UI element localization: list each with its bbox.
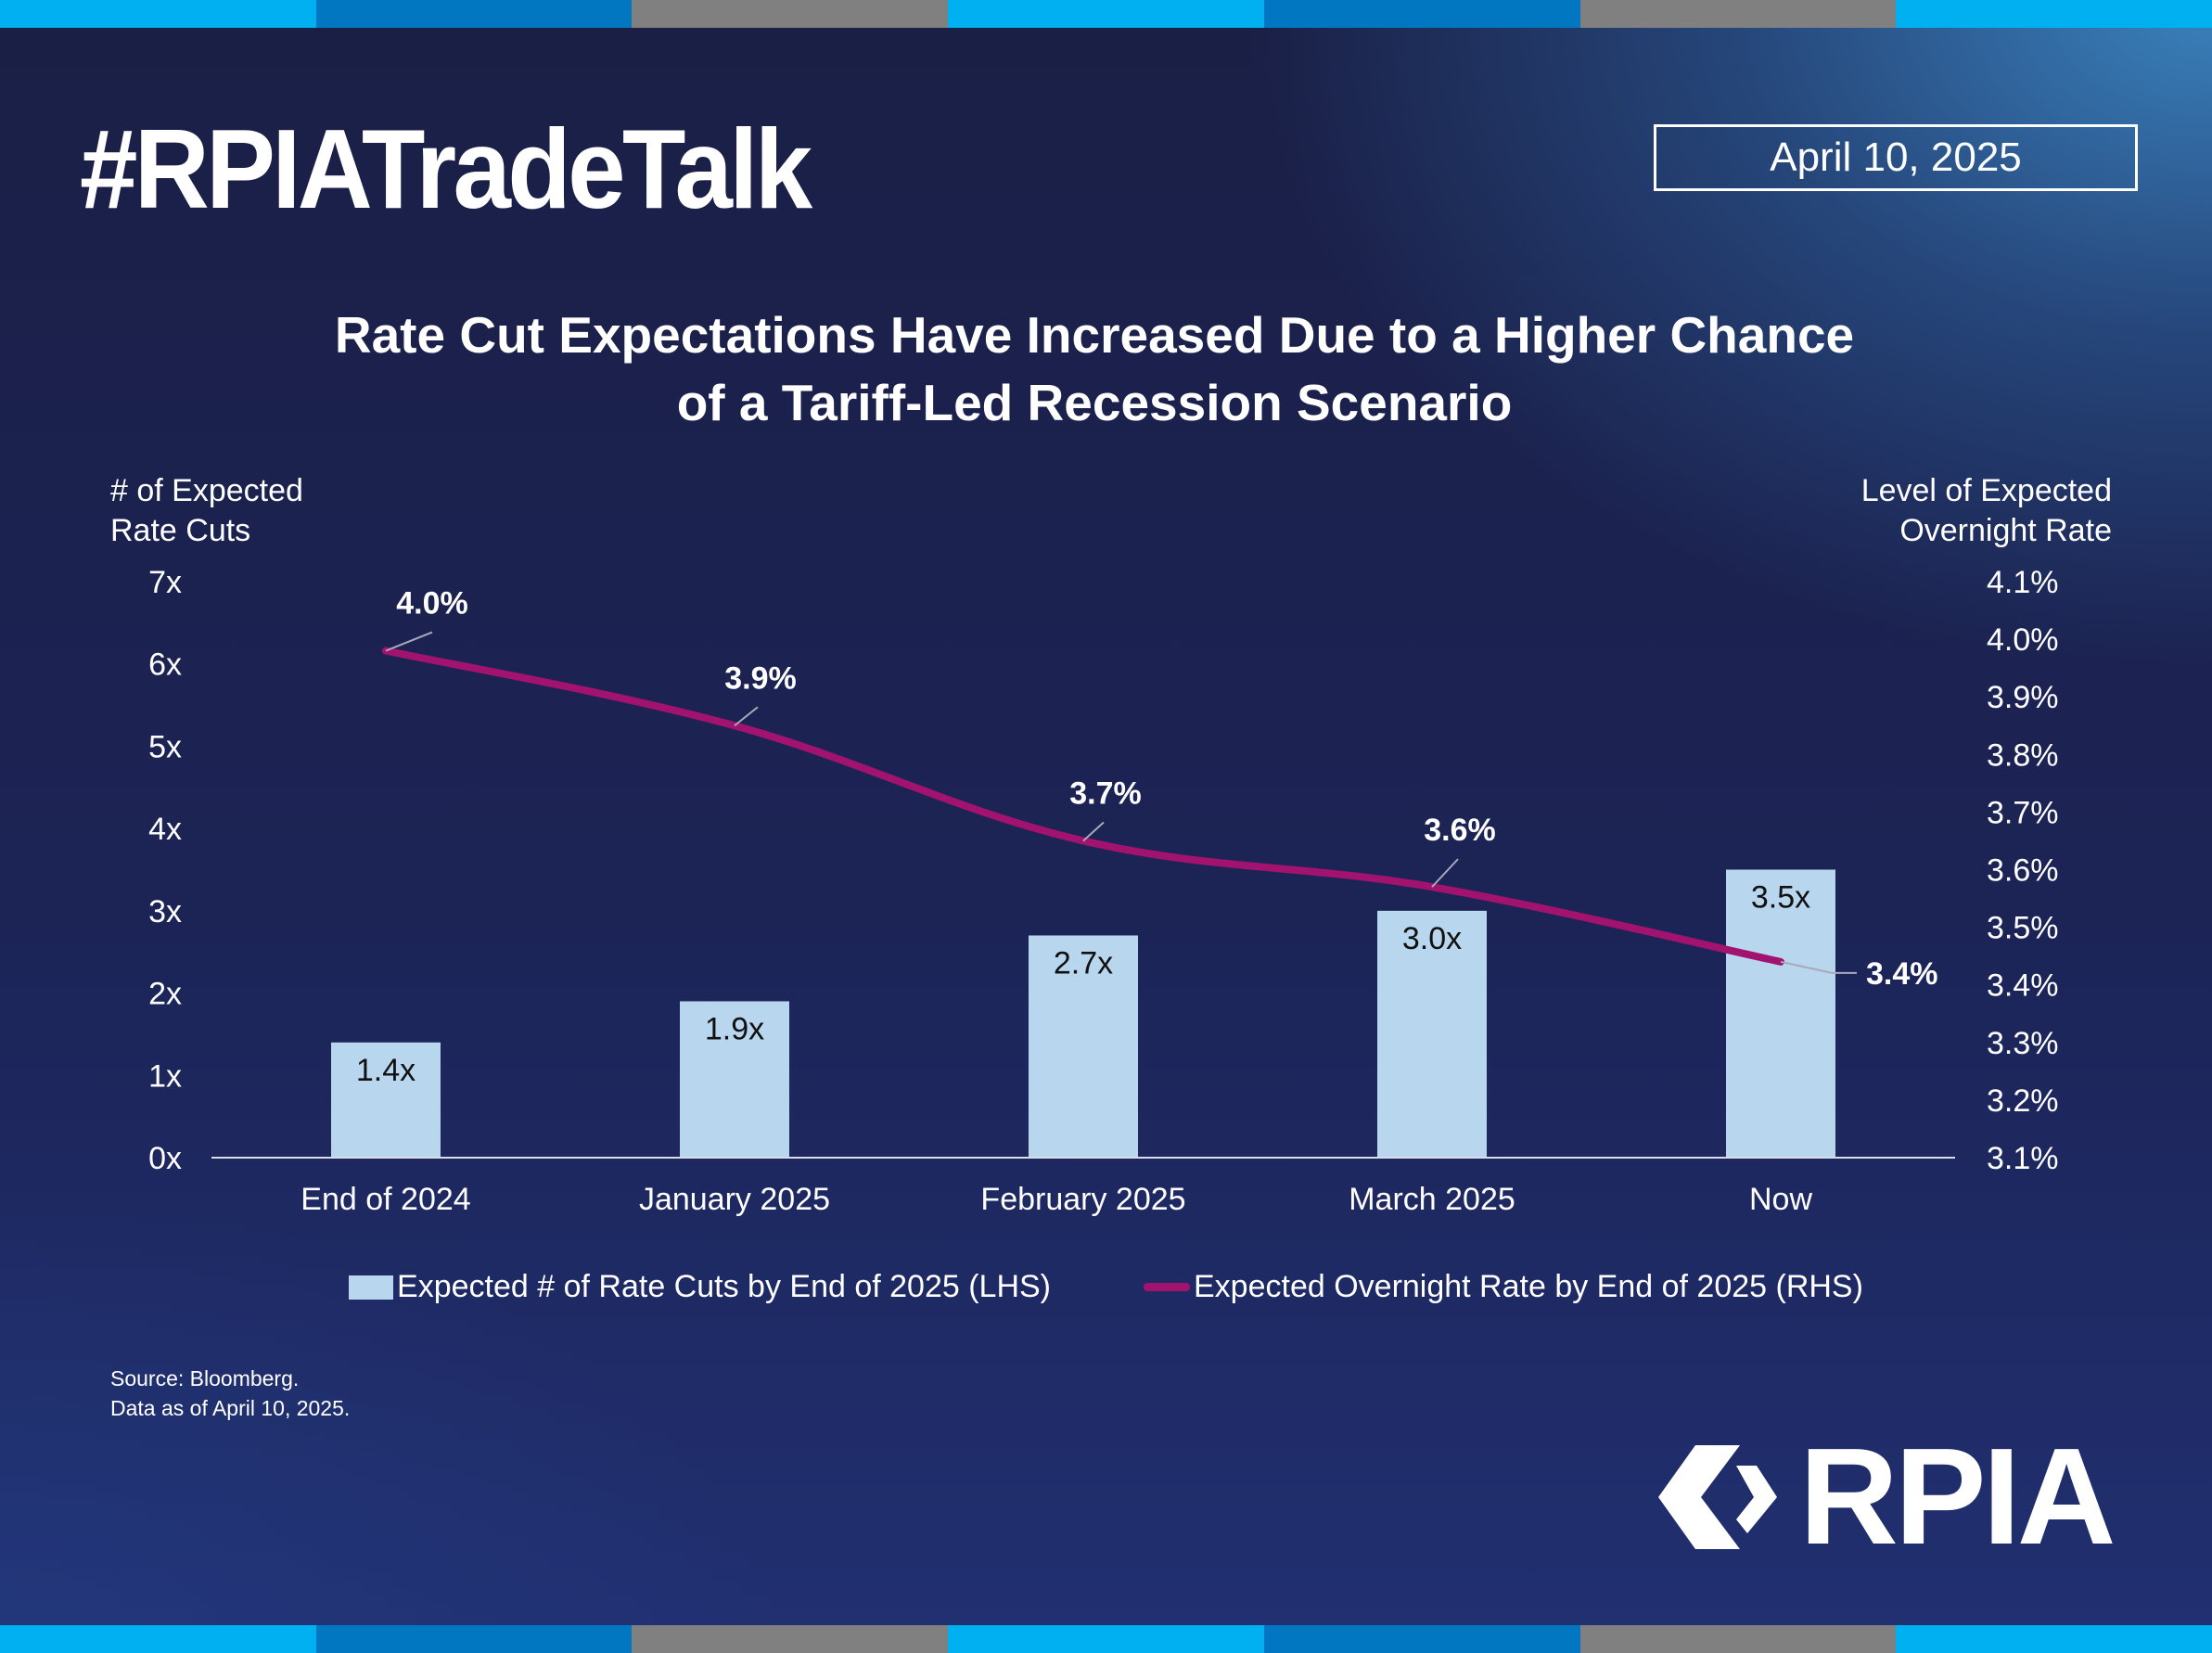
left-axis-tick-label: 5x bbox=[148, 729, 182, 764]
legend: Expected # of Rate Cuts by End of 2025 (… bbox=[0, 1269, 2212, 1305]
bottom-color-stripe bbox=[0, 1625, 2212, 1653]
data-label-leader-line bbox=[734, 706, 759, 727]
stripe-segment bbox=[1896, 1625, 2212, 1653]
left-axis-title-line-2: Rate Cuts bbox=[110, 513, 251, 548]
rpia-logo: RPIA bbox=[1658, 1420, 2116, 1573]
date-text: April 10, 2025 bbox=[1770, 135, 2022, 180]
line-data-label: 4.0% bbox=[396, 586, 468, 621]
legend-item-bars: Expected # of Rate Cuts by End of 2025 (… bbox=[349, 1269, 1051, 1305]
stripe-segment bbox=[1579, 1625, 1897, 1653]
left-axis-tick-label: 6x bbox=[148, 647, 182, 683]
source-line-2: Data as of April 10, 2025. bbox=[110, 1396, 351, 1420]
hashtag-title: #RPIATradeTalk bbox=[80, 106, 812, 232]
legend-line-label: Expected Overnight Rate by End of 2025 (… bbox=[1194, 1269, 1863, 1304]
stripe-segment bbox=[632, 0, 949, 28]
left-axis-tick-label: 7x bbox=[148, 565, 182, 600]
bar bbox=[1029, 935, 1138, 1158]
rpia-diamond-icon bbox=[1658, 1445, 1777, 1549]
stripe-segment bbox=[0, 0, 316, 28]
left-axis-tick-label: 0x bbox=[148, 1141, 182, 1176]
bar bbox=[1726, 869, 1835, 1158]
right-axis-tick-label: 3.3% bbox=[1987, 1026, 2059, 1061]
data-label-leader-line bbox=[1780, 960, 1857, 974]
bar bbox=[680, 1001, 789, 1158]
stripe-segment bbox=[1896, 0, 2212, 28]
legend-bars-label: Expected # of Rate Cuts by End of 2025 (… bbox=[397, 1269, 1051, 1304]
chart-title: Rate Cut Expectations Have Increased Due… bbox=[0, 301, 2189, 437]
bar bbox=[331, 1042, 441, 1158]
line-data-label: 3.7% bbox=[1069, 775, 1142, 811]
left-axis-title-line-1: # of Expected bbox=[110, 473, 303, 508]
line-data-label: 3.4% bbox=[1866, 956, 1938, 992]
legend-item-line: Expected Overnight Rate by End of 2025 (… bbox=[1144, 1269, 1863, 1305]
stripe-segment bbox=[632, 1625, 949, 1653]
right-axis-title-line-2: Overnight Rate bbox=[1899, 513, 2112, 548]
x-axis-category-label: Now bbox=[1749, 1182, 1812, 1217]
legend-line-swatch bbox=[1144, 1283, 1190, 1291]
stripe-segment bbox=[1579, 0, 1897, 28]
stripe-segment bbox=[315, 1625, 633, 1653]
data-label-leader-line bbox=[1431, 858, 1459, 888]
source-note: Source: Bloomberg. Data as of April 10, … bbox=[110, 1364, 350, 1423]
left-axis-title: # of Expected Rate Cuts bbox=[110, 471, 303, 551]
right-axis-tick-label: 3.9% bbox=[1987, 680, 2059, 715]
stripe-segment bbox=[315, 0, 633, 28]
right-axis-title-line-1: Level of Expected bbox=[1860, 473, 2112, 508]
bar bbox=[1377, 910, 1487, 1158]
left-axis-tick-label: 3x bbox=[148, 894, 182, 929]
chart-title-line-1: Rate Cut Expectations Have Increased Due… bbox=[334, 306, 1855, 364]
x-axis-category-label: End of 2024 bbox=[300, 1182, 470, 1217]
right-axis-tick-label: 3.2% bbox=[1987, 1083, 2059, 1119]
left-axis-tick-label: 1x bbox=[148, 1058, 182, 1094]
stripe-segment bbox=[1263, 1625, 1580, 1653]
right-axis-tick-label: 3.1% bbox=[1987, 1141, 2059, 1176]
bar-data-label: 3.5x bbox=[1751, 880, 1810, 916]
chart-title-line-2: of a Tariff-Led Recession Scenario bbox=[676, 374, 1513, 431]
bar-data-label: 3.0x bbox=[1402, 921, 1462, 956]
right-axis-tick-label: 3.5% bbox=[1987, 911, 2059, 946]
stripe-segment bbox=[948, 0, 1264, 28]
top-color-stripe bbox=[0, 0, 2212, 28]
line-data-label: 3.6% bbox=[1424, 813, 1496, 848]
bar-data-label: 1.9x bbox=[705, 1011, 764, 1046]
right-axis-title: Level of Expected Overnight Rate bbox=[1861, 471, 2112, 551]
left-axis-tick-label: 2x bbox=[148, 977, 182, 1012]
x-axis-category-label: January 2025 bbox=[639, 1182, 830, 1217]
bar-data-label: 1.4x bbox=[356, 1053, 416, 1088]
right-axis-tick-label: 3.8% bbox=[1987, 737, 2059, 773]
left-axis-tick-label: 4x bbox=[148, 812, 182, 847]
stripe-segment bbox=[948, 1625, 1264, 1653]
right-axis-tick-label: 3.6% bbox=[1987, 853, 2059, 889]
legend-bar-swatch bbox=[349, 1275, 394, 1300]
stripe-segment bbox=[1263, 0, 1580, 28]
bar-data-label: 2.7x bbox=[1054, 945, 1113, 980]
data-label-leader-line bbox=[1082, 821, 1105, 842]
x-axis-category-label: March 2025 bbox=[1349, 1182, 1515, 1217]
right-axis-tick-label: 3.7% bbox=[1987, 795, 2059, 830]
right-axis-tick-label: 3.4% bbox=[1987, 968, 2059, 1004]
date-badge: April 10, 2025 bbox=[1654, 124, 2138, 191]
right-axis-tick-label: 4.1% bbox=[1987, 565, 2059, 600]
right-axis-tick-label: 4.0% bbox=[1987, 622, 2059, 658]
line-data-label: 3.9% bbox=[724, 660, 797, 696]
data-label-leader-line bbox=[385, 631, 433, 652]
source-line-1: Source: Bloomberg. bbox=[110, 1366, 300, 1390]
logo-text: RPIA bbox=[1799, 1420, 2116, 1573]
x-axis-category-label: February 2025 bbox=[980, 1182, 1185, 1217]
stripe-segment bbox=[0, 1625, 316, 1653]
